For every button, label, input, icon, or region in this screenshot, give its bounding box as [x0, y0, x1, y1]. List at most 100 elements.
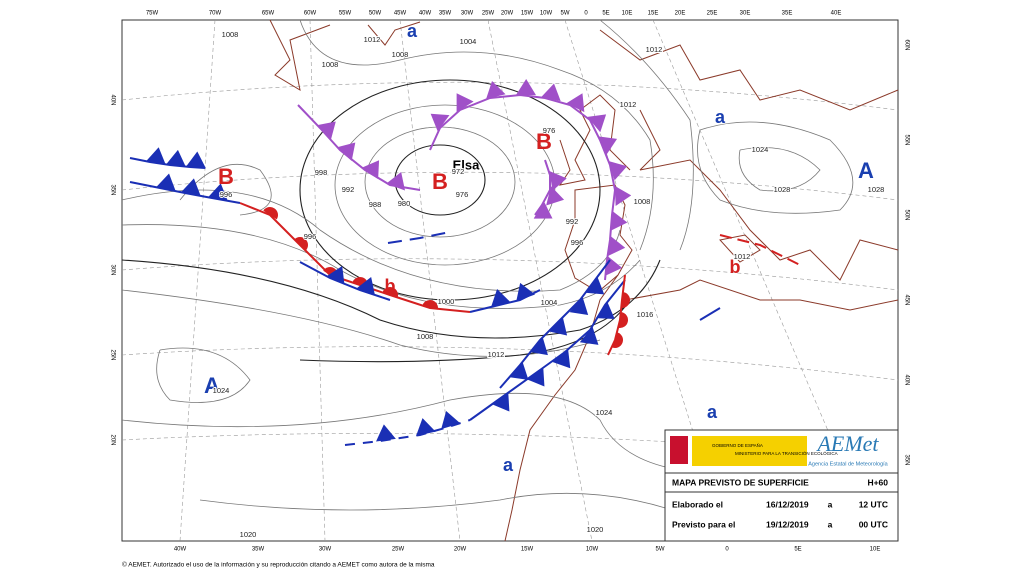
- info-cell: 12 UTC: [859, 499, 888, 509]
- latitude-label: 45N: [903, 294, 909, 305]
- isobar-label: 996: [304, 232, 317, 241]
- longitude-label: 35E: [782, 11, 793, 17]
- longitude-label: 50W: [369, 11, 382, 17]
- longitude-label: 30W: [461, 11, 474, 17]
- isobar-label: 1008: [634, 197, 651, 206]
- longitude-label: 30E: [740, 11, 751, 17]
- isobar-label: 1008: [392, 50, 409, 59]
- longitude-label: 15W: [521, 547, 534, 553]
- latitude-label: 35N: [109, 184, 115, 195]
- government-label: GOBIERNO DE ESPAÑA: [712, 442, 763, 448]
- latitude-label: 20N: [109, 434, 115, 445]
- isobar-label: 1020: [240, 530, 257, 539]
- isobar-label: 996: [571, 238, 584, 247]
- isobar-label: 1016: [637, 310, 654, 319]
- info-cell: Previsto para el: [672, 519, 735, 529]
- isobar-label: 1012: [488, 350, 505, 359]
- isobar-label: 996: [220, 190, 233, 199]
- info-box: [664, 429, 899, 542]
- pressure-center: a: [407, 21, 418, 41]
- info-cell: 16/12/2019: [766, 499, 809, 509]
- longitude-label: 20W: [501, 11, 514, 17]
- government-banner: [692, 436, 807, 466]
- spain-emblem: [670, 436, 688, 464]
- isobar-label: 1000: [438, 297, 455, 306]
- isobar-label: 1008: [417, 332, 434, 341]
- pressure-center: a: [707, 402, 718, 422]
- longitude-label: 75W: [146, 11, 159, 17]
- longitude-label: 60W: [304, 11, 317, 17]
- footer-credit: © AEMET. Autorizado el uso de la informa…: [122, 561, 435, 569]
- isobar-label: 998: [315, 168, 328, 177]
- info-cell: a: [828, 519, 833, 529]
- longitude-label: 35W: [252, 547, 265, 553]
- longitude-label: 25E: [707, 11, 718, 17]
- longitude-label: 5E: [602, 11, 609, 17]
- info-cell: a: [828, 499, 833, 509]
- isobar-label: 1024: [213, 386, 230, 395]
- info-title: MAPA PREVISTO DE SUPERFICIE: [672, 477, 809, 487]
- lead-time: H+60: [867, 477, 888, 487]
- isobar-label: 1012: [734, 252, 751, 261]
- longitude-label: 25W: [482, 11, 495, 17]
- isobar-label: 1012: [364, 35, 381, 44]
- longitude-label: 40W: [419, 11, 432, 17]
- pressure-center: b: [730, 257, 741, 277]
- longitude-label: 10E: [870, 547, 881, 553]
- pressure-center: a: [503, 455, 514, 475]
- storm-name: Elsa: [453, 157, 481, 172]
- longitude-label: 0: [584, 11, 588, 17]
- longitude-label: 25W: [392, 547, 405, 553]
- pressure-center: A: [858, 158, 874, 183]
- isobar-label: 972: [452, 167, 465, 176]
- isobar-label: 1028: [774, 185, 791, 194]
- latitude-label: 25N: [109, 349, 115, 360]
- isobar-label: 976: [456, 190, 469, 199]
- aemet-subtitle: Agencia Estatal de Meteorología: [808, 461, 888, 467]
- longitude-label: 10W: [540, 11, 553, 17]
- longitude-label: 0: [725, 547, 729, 553]
- longitude-label: 5W: [656, 547, 665, 553]
- longitude-label: 10W: [586, 547, 599, 553]
- fronts: [129, 79, 801, 446]
- longitude-label: 40W: [174, 547, 187, 553]
- pressure-center: B: [218, 164, 234, 189]
- longitude-label: 5E: [794, 547, 801, 553]
- isobar-label: 992: [566, 217, 579, 226]
- isobar-label: 1012: [620, 100, 637, 109]
- longitude-label: 40E: [831, 11, 842, 17]
- isobar-label: 1020: [587, 525, 604, 534]
- latitude-label: 40N: [109, 94, 115, 105]
- longitude-label: 15E: [648, 11, 659, 17]
- isobar-label: 1004: [460, 37, 477, 46]
- longitude-label: 45W: [394, 11, 407, 17]
- pressure-center: B: [536, 129, 552, 154]
- isobar-label: 1008: [222, 30, 239, 39]
- isobar-label: 988: [369, 200, 382, 209]
- latitude-label: 55N: [903, 134, 909, 145]
- isobar-label: 1028: [868, 185, 885, 194]
- isobar-label: 1012: [646, 45, 663, 54]
- latitude-label: 35N: [903, 454, 909, 465]
- info-cell: 00 UTC: [859, 519, 888, 529]
- longitude-label: 55W: [339, 11, 352, 17]
- longitude-label: 70W: [209, 11, 222, 17]
- pressure-center: a: [715, 107, 726, 127]
- aemet-logo: AEMet: [815, 431, 879, 456]
- info-cell: Elaborado el: [672, 499, 723, 509]
- latitude-label: 50N: [903, 209, 909, 220]
- isobar-label: 1024: [596, 408, 613, 417]
- longitude-label: 20E: [675, 11, 686, 17]
- longitude-label: 35W: [439, 11, 452, 17]
- longitude-label: 5W: [561, 11, 570, 17]
- pressure-center: B: [432, 169, 448, 194]
- ministry-label: MINISTERIO PARA LA TRANSICIÓN ECOLÓGICA: [735, 450, 838, 456]
- latitude-label: 30N: [109, 264, 115, 275]
- isobar-label: 976: [543, 126, 556, 135]
- longitude-label: 65W: [262, 11, 275, 17]
- isobar-label: 980: [398, 199, 411, 208]
- pressure-center: A: [204, 373, 220, 398]
- isobar-label: 992: [342, 185, 355, 194]
- info-cell: 19/12/2019: [766, 519, 809, 529]
